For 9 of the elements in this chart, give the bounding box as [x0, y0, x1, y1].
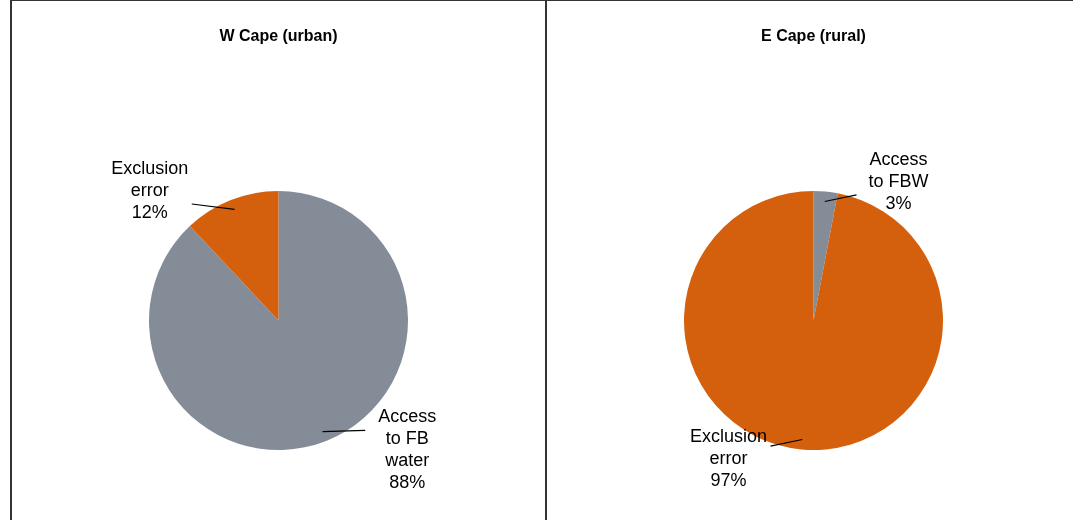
data-label: 88%: [389, 472, 426, 493]
data-label: 3%: [885, 192, 912, 213]
data-label: 12%: [131, 201, 168, 222]
chart-title: E Cape (rural): [760, 27, 867, 45]
slice-label: Access to FBW: [868, 148, 929, 191]
data-label: 97%: [710, 470, 747, 491]
chart-title: W Cape (urban): [218, 27, 339, 45]
slice-label: Exclusion error: [111, 157, 189, 200]
slice-label: Access to FB water: [378, 406, 437, 471]
